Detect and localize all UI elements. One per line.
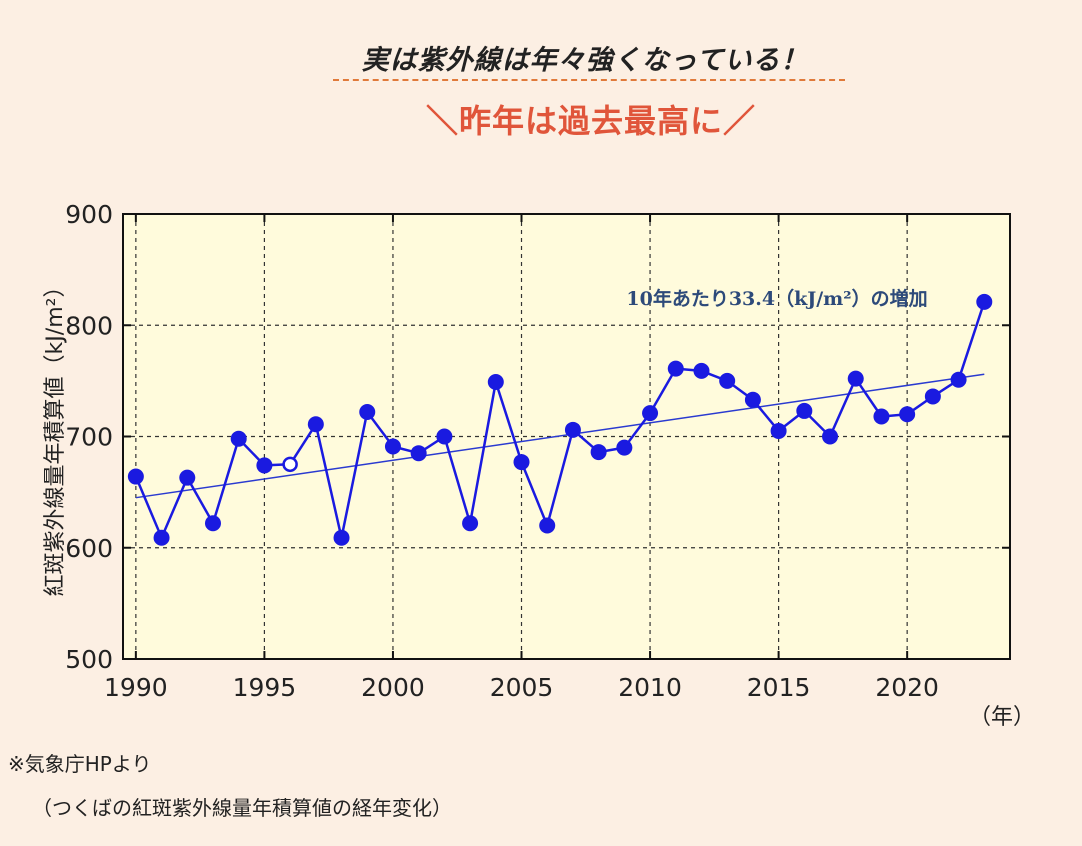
y-tick-label: 700 <box>65 423 113 452</box>
data-point <box>384 438 401 455</box>
data-point <box>719 372 736 389</box>
data-point <box>950 371 967 388</box>
data-point <box>616 439 633 456</box>
data-point <box>847 370 864 387</box>
y-axis-label: 紅斑紫外線量年積算値（kJ/m²） <box>43 276 68 597</box>
trend-line-group <box>135 373 985 499</box>
data-point <box>642 405 659 422</box>
data-point <box>693 362 710 379</box>
y-tick-label: 900 <box>65 200 113 229</box>
data-point <box>487 373 504 390</box>
y-tick-label: 800 <box>65 311 113 340</box>
data-point <box>796 402 813 419</box>
y-tick-label: 600 <box>65 534 113 563</box>
x-tick-label: 2020 <box>875 673 939 702</box>
grid <box>123 214 1010 659</box>
x-tick-label: 2000 <box>361 673 425 702</box>
data-point <box>976 293 993 310</box>
y-tick-label: 500 <box>65 645 113 674</box>
data-point <box>333 529 350 546</box>
data-point <box>770 422 787 439</box>
trend-annotation: 10年あたり33.4（kJ/m²）の増加 <box>626 287 927 310</box>
data-point <box>410 445 427 462</box>
data-point <box>822 428 839 445</box>
data-point <box>127 468 144 485</box>
data-point <box>667 360 684 377</box>
x-tick-labels: 1990 1995 2000 2005 2010 2015 2020 <box>104 673 939 702</box>
series-line <box>134 301 986 539</box>
data-point <box>307 416 324 433</box>
data-point <box>590 444 607 461</box>
data-point <box>462 515 479 532</box>
x-axis-label: （年） <box>969 705 1035 730</box>
y-tick-labels: 500 600 700 800 900 <box>65 200 113 674</box>
trend-line <box>135 373 985 499</box>
x-tick-label: 1995 <box>233 673 297 702</box>
tick-marks <box>123 213 1010 660</box>
data-point <box>282 456 298 473</box>
data-point <box>924 388 941 405</box>
data-point <box>436 428 453 445</box>
headline: 実は紫外線は年々強くなっている！ <box>361 45 809 76</box>
headline-underline <box>333 79 845 81</box>
data-point <box>359 404 376 421</box>
data-point <box>513 454 530 471</box>
data-point <box>179 469 196 486</box>
x-tick-label: 2015 <box>747 673 811 702</box>
data-point <box>564 421 581 438</box>
data-point <box>744 391 761 408</box>
data-point <box>873 408 890 425</box>
x-tick-label: 1990 <box>104 673 168 702</box>
source-caption: （つくばの紅斑紫外線量年積算値の経年変化） <box>32 796 452 820</box>
data-point <box>204 515 221 532</box>
data-point <box>256 457 273 474</box>
data-point <box>230 430 247 447</box>
x-tick-label: 2005 <box>490 673 554 702</box>
data-point <box>153 529 170 546</box>
source-note: ※気象庁HPより <box>8 752 152 776</box>
subhead: ＼昨年は過去最高に／ <box>425 102 756 140</box>
series-group <box>127 293 993 546</box>
data-point <box>539 517 556 534</box>
data-point <box>899 406 916 423</box>
x-tick-label: 2010 <box>618 673 682 702</box>
